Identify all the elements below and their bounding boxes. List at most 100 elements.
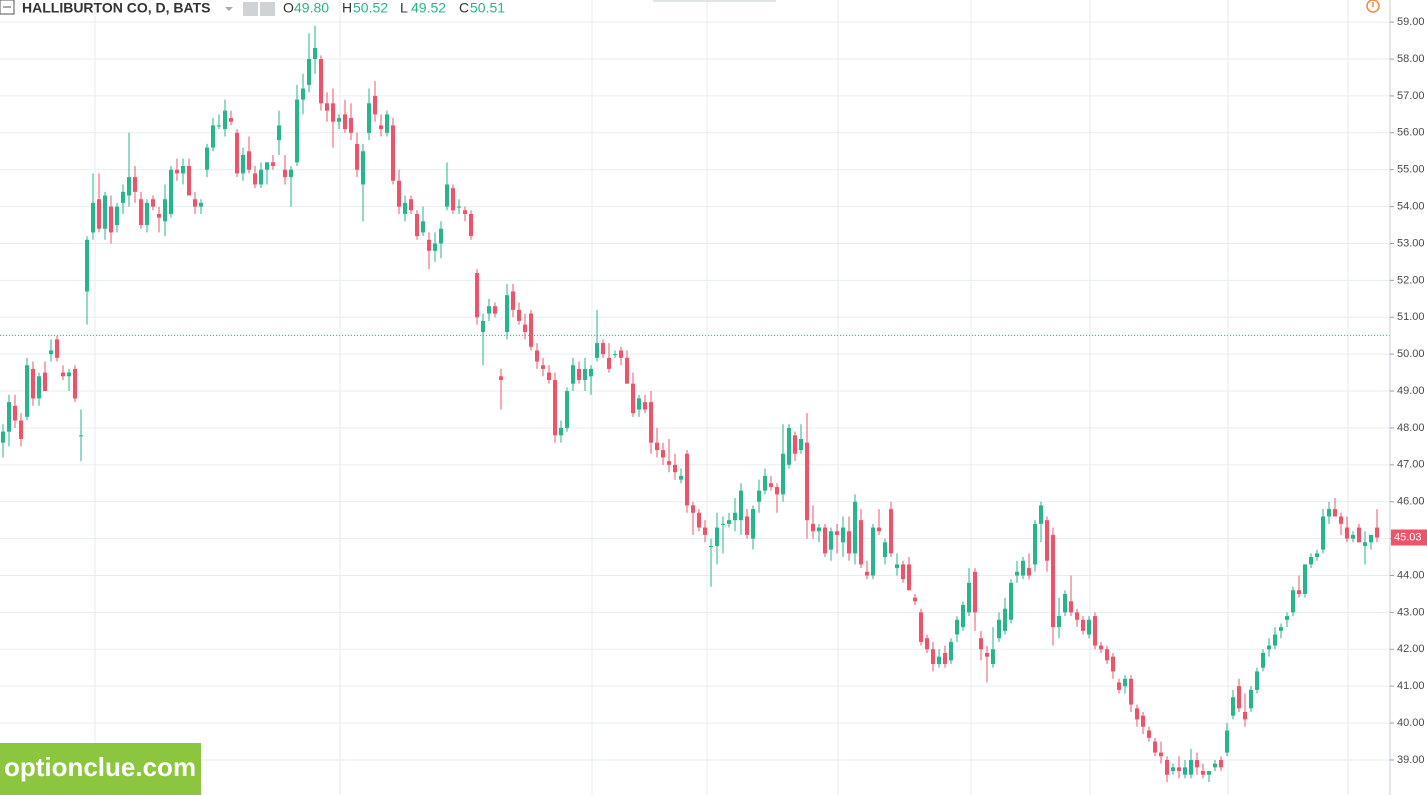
candle-body — [1351, 534, 1355, 539]
candle-body — [1357, 527, 1361, 543]
candle-body — [307, 59, 311, 85]
candle-body — [1159, 752, 1163, 757]
candle-body — [793, 435, 797, 454]
candle-body — [97, 199, 101, 229]
candle-body — [619, 350, 623, 358]
candle-body — [319, 59, 323, 104]
candle-body — [1273, 634, 1277, 646]
price-grid — [0, 21, 1390, 761]
candle-body — [517, 309, 521, 321]
candle-body — [223, 110, 227, 130]
candle-body — [631, 383, 635, 414]
candle-body — [1171, 767, 1175, 772]
candle-body — [1129, 678, 1133, 705]
candle-body — [583, 368, 587, 380]
candle-body — [469, 213, 473, 237]
y-tick-label: 53.00 — [1397, 237, 1425, 249]
candle-body — [487, 306, 491, 314]
candle-body — [979, 638, 983, 650]
candle-body — [703, 527, 707, 535]
candle-body — [253, 173, 257, 185]
candle-body — [361, 151, 365, 185]
candle-body — [541, 365, 545, 369]
legend-value: 50.51 — [470, 0, 505, 16]
candle-body — [433, 243, 437, 251]
candle-body — [1015, 571, 1019, 576]
candle-body — [325, 103, 329, 111]
candle-body — [835, 531, 839, 535]
candle-body — [607, 357, 611, 369]
candle-body — [643, 402, 647, 410]
candle-body — [193, 199, 197, 207]
candle-body — [445, 184, 449, 207]
candle-body — [25, 365, 29, 417]
candle-body — [1033, 523, 1037, 565]
candle-body — [235, 132, 239, 174]
top-handle — [653, 0, 776, 2]
candle-body — [853, 501, 857, 554]
candle-body — [1141, 715, 1145, 727]
candle-body — [1333, 509, 1337, 517]
settings-icon[interactable] — [260, 2, 275, 16]
alert-icon[interactable] — [1366, 0, 1380, 13]
candle-body — [1201, 771, 1205, 775]
candle-body — [715, 527, 719, 546]
candle-body — [1219, 759, 1223, 768]
legend-key: C — [459, 0, 469, 16]
candle-body — [721, 523, 725, 525]
candle-body — [1249, 689, 1253, 709]
candle-body — [229, 118, 233, 122]
candle-body — [523, 324, 527, 333]
candle-body — [247, 151, 251, 170]
candle-body — [151, 199, 155, 207]
candle-body — [139, 199, 143, 226]
legend-key: L — [400, 0, 408, 16]
candle-body — [145, 202, 149, 226]
candle-body — [949, 641, 953, 661]
y-tick-label: 46.00 — [1397, 496, 1425, 508]
candle-body — [1183, 767, 1187, 775]
y-tick-label: 52.00 — [1397, 274, 1425, 286]
candle-body — [505, 295, 509, 333]
y-tick-label: 40.00 — [1397, 717, 1425, 729]
candle-body — [685, 453, 689, 506]
candle-body — [1363, 542, 1367, 546]
candle-body — [211, 125, 215, 148]
candle-body — [1057, 616, 1061, 628]
candle-body — [343, 114, 347, 130]
y-tick-label: 39.00 — [1397, 754, 1425, 766]
candle-body — [55, 339, 59, 358]
candle-body — [1069, 601, 1073, 613]
candle-body — [1345, 527, 1349, 539]
candle-body — [463, 210, 467, 214]
eye-icon[interactable] — [243, 2, 258, 16]
candle-body — [199, 202, 203, 207]
candle-body — [409, 199, 413, 211]
candle-body — [379, 125, 383, 130]
candle-body — [475, 272, 479, 318]
candle-body — [1339, 516, 1343, 524]
candle-body — [1225, 730, 1229, 753]
candle-body — [589, 368, 593, 377]
candle-body — [559, 427, 563, 436]
candle-body — [859, 520, 863, 565]
candle-body — [847, 531, 851, 554]
candle-body — [601, 343, 605, 355]
candle-body — [667, 461, 671, 465]
candle-body — [19, 420, 23, 440]
candle-body — [511, 291, 515, 310]
candle-body — [1255, 671, 1259, 690]
price-axis: 39.0040.0041.0042.0043.0044.0045.0046.00… — [1390, 16, 1427, 766]
candle-body — [1039, 505, 1043, 524]
candle-body — [403, 202, 407, 214]
candle-body — [1279, 627, 1283, 631]
candle-body — [181, 166, 185, 174]
candle-body — [121, 191, 125, 203]
candle-body — [85, 239, 89, 292]
candle-body — [625, 357, 629, 384]
candle-body — [1087, 619, 1091, 635]
dropdown-arrow[interactable] — [225, 7, 233, 11]
candle-body — [763, 475, 767, 491]
y-tick-label: 51.00 — [1397, 311, 1425, 323]
candle-body — [337, 118, 341, 122]
